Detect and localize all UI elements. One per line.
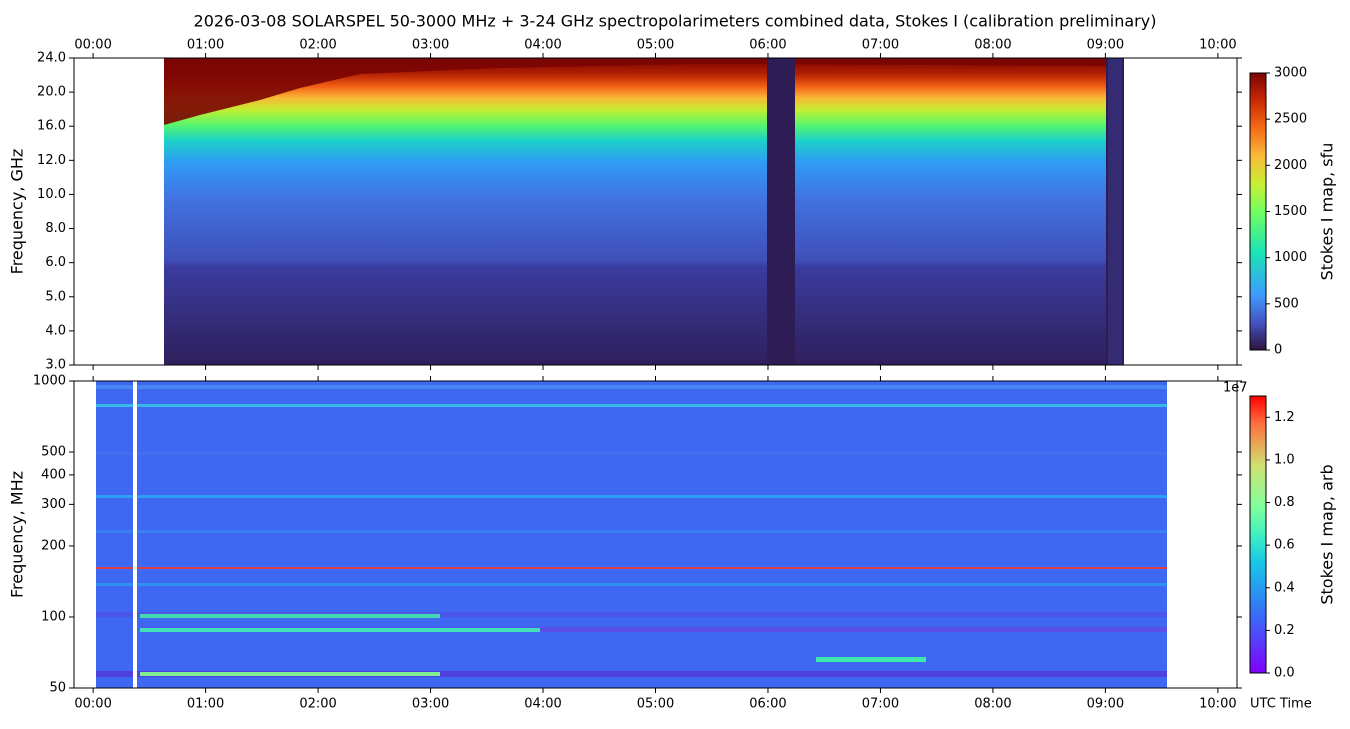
x-axis-label: UTC Time bbox=[1250, 697, 1312, 712]
y-tick-label: 3.0 bbox=[45, 358, 66, 373]
colorbar-tick-label: 0.0 bbox=[1274, 666, 1295, 681]
colorbar-tick-label: 0.6 bbox=[1274, 538, 1295, 553]
colorbar-tick-label: 0.2 bbox=[1274, 623, 1295, 638]
colorbar-tick-label: 1500 bbox=[1274, 204, 1307, 219]
colorbar-label: Stokes I map, sfu bbox=[1318, 143, 1337, 281]
spectrum-bottom bbox=[96, 381, 1167, 688]
x-tick-label: 08:00 bbox=[974, 697, 1011, 712]
x-tick-label: 07:00 bbox=[862, 697, 899, 712]
x-tick-label: 02:00 bbox=[299, 38, 336, 53]
colorbar-label: Stokes I map, arb bbox=[1318, 464, 1337, 604]
x-tick-label: 07:00 bbox=[862, 38, 899, 53]
x-tick-label: 00:00 bbox=[74, 697, 111, 712]
y-tick-label: 50 bbox=[49, 681, 66, 696]
colorbar-tick-label: 500 bbox=[1274, 296, 1299, 311]
x-tick-label: 02:00 bbox=[299, 697, 336, 712]
y-axis-label: Frequency, MHz bbox=[8, 471, 27, 598]
colorbar-tick-label: 1000 bbox=[1274, 250, 1307, 265]
y-tick-label: 4.0 bbox=[45, 323, 66, 338]
y-tick-label: 12.0 bbox=[37, 153, 66, 168]
x-tick-label: 05:00 bbox=[637, 38, 674, 53]
colorbar-tick-label: 1.0 bbox=[1274, 452, 1295, 467]
x-tick-label: 04:00 bbox=[524, 38, 561, 53]
x-tick-label: 01:00 bbox=[187, 38, 224, 53]
x-tick-label: 04:00 bbox=[524, 697, 561, 712]
colorbar bbox=[1249, 395, 1267, 674]
x-tick-label: 01:00 bbox=[187, 697, 224, 712]
x-tick-label: 09:00 bbox=[1087, 38, 1124, 53]
x-tick-label: 03:00 bbox=[412, 38, 449, 53]
x-tick-label: 06:00 bbox=[749, 38, 786, 53]
y-tick-label: 6.0 bbox=[45, 255, 66, 270]
y-tick-label: 20.0 bbox=[37, 85, 66, 100]
colorbar-tick-label: 0.8 bbox=[1274, 495, 1295, 510]
chart-title: 2026-03-08 SOLARSPEL 50-3000 MHz + 3-24 … bbox=[194, 12, 1157, 31]
y-axis-label: Frequency, GHz bbox=[8, 149, 27, 275]
spectrum-top bbox=[164, 58, 1124, 365]
colorbar-offset: 1e7 bbox=[1223, 381, 1248, 396]
y-tick-label: 10.0 bbox=[37, 187, 66, 202]
colorbar-tick-label: 0.4 bbox=[1274, 580, 1295, 595]
y-tick-label: 8.0 bbox=[45, 221, 66, 236]
colorbar bbox=[1249, 72, 1267, 351]
colorbar-tick-label: 0 bbox=[1274, 343, 1282, 358]
y-tick-label: 100 bbox=[41, 609, 66, 624]
colorbar-tick-label: 2000 bbox=[1274, 158, 1307, 173]
x-tick-label: 10:00 bbox=[1199, 38, 1236, 53]
x-tick-label: 00:00 bbox=[74, 38, 111, 53]
x-tick-label: 10:00 bbox=[1199, 697, 1236, 712]
x-tick-label: 06:00 bbox=[749, 697, 786, 712]
y-tick-label: 24.0 bbox=[37, 51, 66, 66]
x-tick-label: 03:00 bbox=[412, 697, 449, 712]
colorbar-tick-label: 2500 bbox=[1274, 112, 1307, 127]
x-tick-label: 05:00 bbox=[637, 697, 674, 712]
x-tick-label: 08:00 bbox=[974, 38, 1011, 53]
y-tick-label: 500 bbox=[41, 445, 66, 460]
y-tick-label: 400 bbox=[41, 467, 66, 482]
y-tick-label: 1000 bbox=[33, 374, 66, 389]
colorbar-tick-label: 1.2 bbox=[1274, 410, 1295, 425]
x-tick-label: 09:00 bbox=[1087, 697, 1124, 712]
y-tick-label: 300 bbox=[41, 497, 66, 512]
y-tick-label: 5.0 bbox=[45, 289, 66, 304]
y-tick-label: 16.0 bbox=[37, 119, 66, 134]
colorbar-tick-label: 3000 bbox=[1274, 66, 1307, 81]
y-tick-label: 200 bbox=[41, 538, 66, 553]
